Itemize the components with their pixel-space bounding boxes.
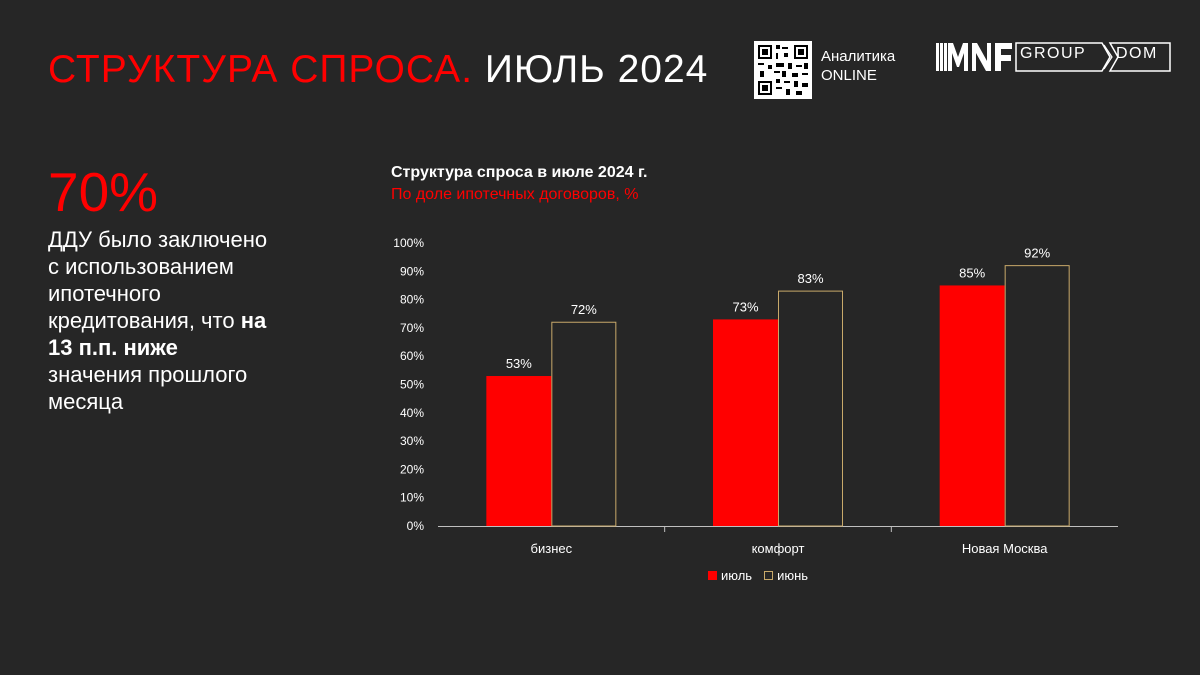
y-tick-label: 90% [400,264,424,278]
logo-dom-text: DOM [1116,45,1158,62]
slide-title-white: ИЮЛЬ 2024 [484,48,709,91]
y-tick-label: 100% [393,236,424,250]
y-tick-label: 60% [400,349,424,363]
legend-item-july: июль [708,568,752,583]
legend-swatch-june [764,571,774,580]
data-label: 83% [797,271,823,286]
summary-highlight: на 13 п.п. ниже [48,308,267,360]
y-tick-label: 10% [400,491,424,505]
bar-june [551,321,617,527]
qr-code-icon[interactable] [754,41,812,99]
qr-label: Аналитика ONLINE [821,48,896,84]
x-tick-label: бизнес [531,541,573,556]
x-tick-label: Новая Москва [962,541,1048,556]
bar-june [778,290,843,527]
data-label: 73% [732,299,758,314]
big-stat-value: 70% [48,161,159,223]
y-tick-label: 80% [400,293,424,307]
slide-title: СТРУКТУРА СПРОСА. ИЮЛЬ 2024 [48,48,708,92]
y-tick-label: 70% [400,321,424,335]
bar-july [486,376,552,526]
y-tick-label: 0% [407,519,425,533]
bar-chart: 0% 10% 20% 30% 40% 50% 60% 70% 80% 90% 100% 53% 72% б… [393,236,1118,556]
legend-swatch-july [708,571,717,580]
bar-june [1004,265,1070,527]
mnf-logo-icon [936,42,1171,72]
data-label: 72% [571,302,597,317]
data-label: 85% [959,265,985,280]
bar-july [939,285,1005,526]
y-tick-label: 20% [400,462,424,476]
y-tick-label: 30% [400,434,424,448]
legend-item-june: июнь [764,568,808,583]
logo-group-text: GROUP [1020,45,1087,62]
data-label: 92% [1024,246,1050,261]
slide-title-red: СТРУКТУРА СПРОСА. [48,48,474,91]
company-logo: GROUP DOM [934,39,1174,75]
data-label: 53% [506,356,532,371]
summary-text: ДДУ было заключено с использованием ипот… [48,227,268,414]
x-tick-label: комфорт [752,541,805,556]
y-tick-label: 40% [400,406,424,420]
chart-title: Структура спроса в июле 2024 г. [391,164,648,181]
chart-legend: июль июнь [708,568,814,583]
chart-subtitle: По доле ипотечных договоров, % [391,186,639,203]
bar-july [713,319,778,526]
y-tick-label: 50% [400,378,424,392]
